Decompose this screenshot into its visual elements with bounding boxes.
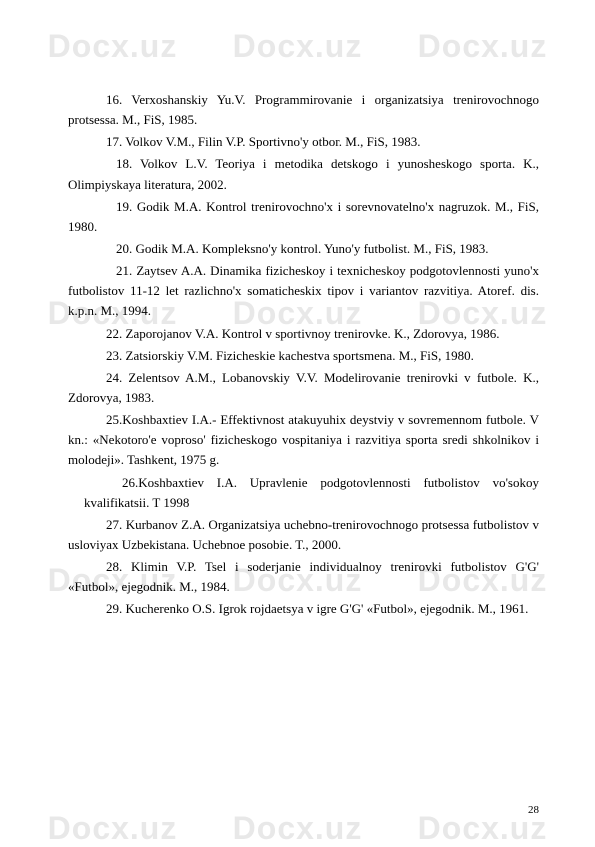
reference-item: 25.Koshbaxtiev I.A.- Effektivnost atakuy… xyxy=(68,410,539,470)
reference-item: 24. Zelentsov A.M., Lobanovskiy V.V. Mod… xyxy=(68,368,539,408)
reference-item: 29. Kucherenko O.S. Igrok rojdaetsya v i… xyxy=(68,599,539,619)
reference-item: 20. Godik M.A. Kompleksno'y kontrol. Yun… xyxy=(68,239,539,259)
reference-item: 16. Verxoshanskiy Yu.V. Programmirovanie… xyxy=(68,90,539,130)
reference-item: 27. Kurbanov Z.A. Organizatsiya uchebno-… xyxy=(68,515,539,555)
reference-item: 23. Zatsiorskiy V.M. Fizicheskie kachest… xyxy=(68,346,539,366)
reference-item: 28. Klimin V.P. Tsel i soderjanie indivi… xyxy=(68,557,539,597)
reference-item: 22. Zaporojanov V.A. Kontrol v sportivno… xyxy=(68,324,539,344)
reference-item: 19. Godik M.A. Kontrol trenirovochno'x i… xyxy=(68,197,539,237)
reference-item: 18. Volkov L.V. Teoriya i metodika detsk… xyxy=(68,154,539,194)
reference-item: 26.Koshbaxtiev I.A. Upravlenie podgotovl… xyxy=(68,473,539,513)
document-body: 16. Verxoshanskiy Yu.V. Programmirovanie… xyxy=(0,0,595,662)
page-number: 28 xyxy=(528,804,539,816)
watermark-text: Docx.uz xyxy=(48,810,178,847)
reference-item: 21. Zaytsev A.A. Dinamika fizicheskoy i … xyxy=(68,261,539,321)
reference-item: 17. Volkov V.M., Filin V.P. Sportivno'y … xyxy=(68,132,539,152)
watermark-text: Docx.uz xyxy=(233,810,363,847)
watermark-row-bottom: Docx.uz Docx.uz Docx.uz xyxy=(0,810,595,847)
